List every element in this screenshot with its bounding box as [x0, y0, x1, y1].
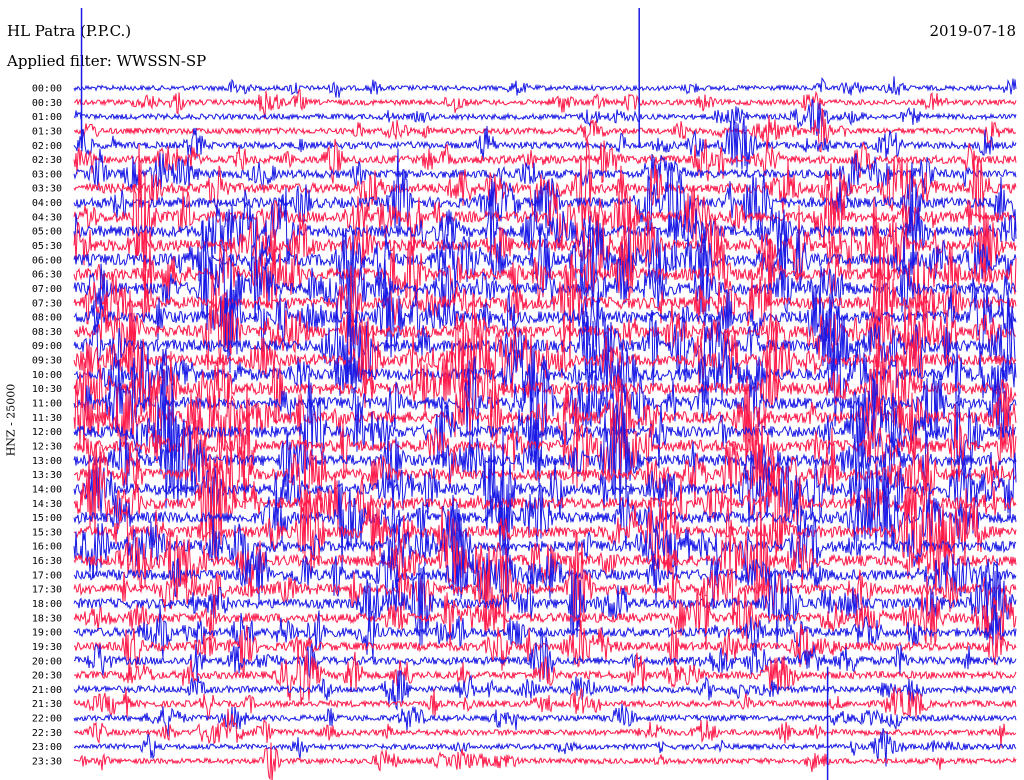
row-label-1830: 18:30 — [32, 613, 62, 624]
trace-2100 — [73, 670, 1017, 712]
row-label-2230: 22:30 — [32, 728, 62, 739]
row-label-1600: 16:00 — [32, 542, 62, 553]
row-label-0800: 08:00 — [32, 313, 62, 324]
row-label-2030: 20:30 — [32, 671, 62, 682]
row-label-0300: 03:00 — [32, 169, 62, 180]
row-label-0700: 07:00 — [32, 284, 62, 295]
row-label-1400: 14:00 — [32, 484, 62, 495]
row-label-0100: 01:00 — [32, 112, 62, 123]
trace-1930 — [73, 620, 1017, 676]
trace-2030 — [73, 650, 1017, 706]
row-label-0930: 09:30 — [32, 356, 62, 367]
row-label-1030: 10:30 — [32, 384, 62, 395]
trace-1500 — [73, 469, 1017, 574]
row-label-0430: 04:30 — [32, 212, 62, 223]
trace-0130 — [73, 108, 1016, 153]
record-date: 2019-07-18 — [929, 22, 1016, 40]
trace-1200 — [73, 369, 1017, 509]
row-label-0630: 06:30 — [32, 270, 62, 281]
row-label-1900: 19:00 — [32, 628, 62, 639]
trace-1900 — [73, 604, 1017, 661]
row-label-1330: 13:30 — [32, 470, 62, 481]
row-label-1530: 15:30 — [32, 527, 62, 538]
row-label-1930: 19:30 — [32, 642, 62, 653]
row-label-2200: 22:00 — [32, 714, 62, 725]
row-label-1800: 18:00 — [32, 599, 62, 610]
trace-0930 — [73, 315, 1017, 402]
row-label-0000: 00:00 — [32, 84, 62, 95]
trace-1730 — [73, 531, 1017, 634]
filter-label: Applied filter: WWSSN-SP — [7, 52, 207, 70]
station-title: HL Patra (P.P.C.) — [7, 22, 132, 40]
row-label-1230: 12:30 — [32, 441, 62, 452]
row-label-0330: 03:30 — [32, 184, 62, 195]
trace-0800 — [73, 271, 1017, 358]
row-label-0200: 02:00 — [32, 141, 62, 152]
row-label-1700: 17:00 — [32, 570, 62, 581]
trace-2130 — [73, 686, 1017, 720]
trace-1800 — [73, 558, 1017, 650]
row-label-1430: 14:30 — [32, 499, 62, 510]
trace-0100 — [73, 98, 1017, 136]
trace-1630 — [73, 502, 1017, 610]
row-label-0500: 05:00 — [32, 227, 62, 238]
trace-0400 — [73, 148, 1017, 272]
trace-lines — [73, 8, 1017, 780]
row-label-0030: 00:30 — [32, 98, 62, 109]
trace-2200 — [73, 703, 1017, 737]
trace-0300 — [73, 148, 1017, 200]
row-label-1630: 16:30 — [32, 556, 62, 567]
trace-1530 — [73, 483, 1017, 579]
row-label-2130: 21:30 — [32, 699, 62, 710]
trace-0430 — [73, 144, 1017, 288]
row-labels: 00:00 00:30 01:00 01:30 02:00 02:30 03:00 03:30… — [32, 84, 62, 768]
row-label-1200: 12:00 — [32, 427, 62, 438]
trace-1400 — [73, 432, 1017, 552]
trace-1600 — [73, 502, 1017, 594]
row-label-0730: 07:30 — [32, 298, 62, 309]
trace-0700 — [73, 249, 1017, 373]
row-label-2330: 23:30 — [32, 757, 62, 768]
trace-2230 — [73, 708, 1017, 748]
row-label-1000: 10:00 — [32, 370, 62, 381]
row-label-2000: 20:00 — [32, 656, 62, 667]
trace-2330 — [73, 742, 1017, 780]
row-label-0400: 04:00 — [32, 198, 62, 209]
trace-0000 — [73, 76, 1017, 98]
row-label-0830: 08:30 — [32, 327, 62, 338]
trace-0030 — [73, 89, 1017, 120]
row-label-0230: 02:30 — [32, 155, 62, 166]
trace-2300 — [73, 728, 1017, 767]
trace-0830 — [73, 274, 1017, 375]
row-label-2100: 21:00 — [32, 685, 62, 696]
trace-0230 — [73, 138, 1017, 184]
row-label-0130: 01:30 — [32, 126, 62, 137]
trace-0200 — [73, 115, 1017, 172]
row-label-2300: 23:00 — [32, 742, 62, 753]
trace-1330 — [74, 427, 1017, 520]
row-label-1500: 15:00 — [32, 513, 62, 524]
row-label-0530: 05:30 — [32, 241, 62, 252]
row-label-1130: 11:30 — [32, 413, 62, 424]
row-label-0900: 09:00 — [32, 341, 62, 352]
row-label-1100: 11:00 — [32, 399, 62, 410]
row-label-1730: 17:30 — [32, 585, 62, 596]
row-label-1300: 13:00 — [32, 456, 62, 467]
row-label-0600: 06:00 — [32, 255, 62, 266]
